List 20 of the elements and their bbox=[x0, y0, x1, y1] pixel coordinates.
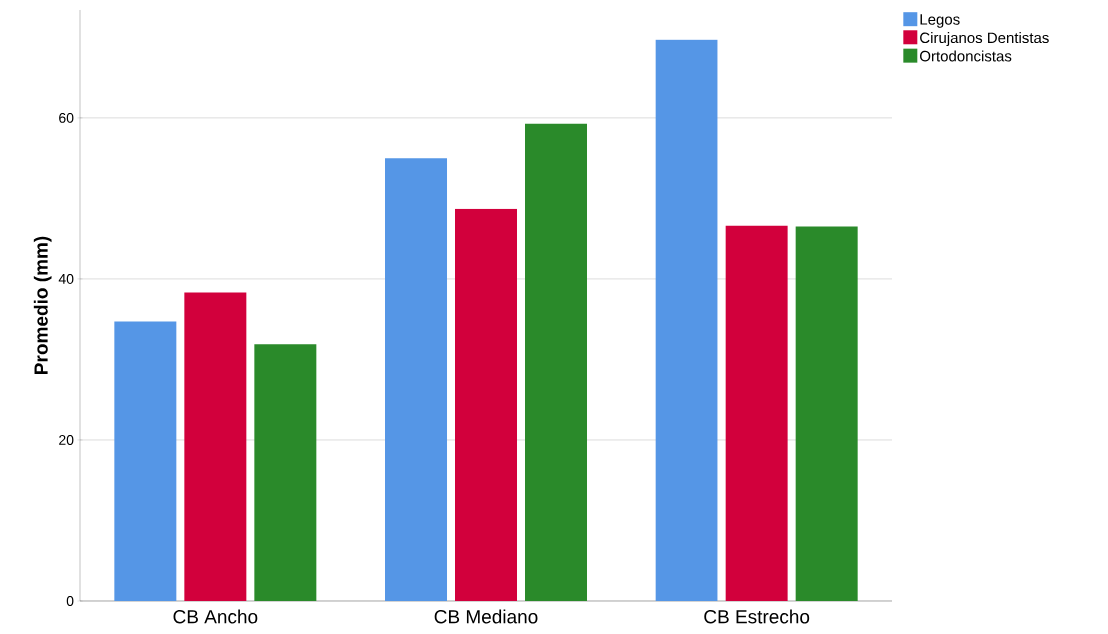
bar bbox=[525, 123, 588, 601]
y-tick-label: 60 bbox=[59, 112, 74, 123]
y-tick-label: 40 bbox=[58, 273, 74, 284]
legend-label: Ortodoncistas bbox=[920, 50, 1012, 62]
y-tick-label: 20 bbox=[59, 434, 74, 445]
legend-label: Cirujanos Dentistas bbox=[920, 32, 1049, 47]
x-tick-label: CB Mediano bbox=[434, 609, 538, 624]
x-tick-label: CB Ancho bbox=[173, 609, 258, 624]
bar bbox=[655, 39, 718, 601]
bar bbox=[184, 292, 247, 601]
bar bbox=[725, 225, 788, 601]
bar bbox=[254, 344, 317, 601]
bar bbox=[795, 226, 858, 601]
bar bbox=[385, 158, 448, 601]
bar bbox=[455, 208, 518, 601]
bar bbox=[114, 321, 177, 601]
legend-label: Legos bbox=[920, 14, 960, 28]
y-axis-title: Promedio (mm) bbox=[33, 236, 52, 374]
x-tick-label: CB Estrecho bbox=[704, 609, 810, 624]
y-tick-label: 0 bbox=[66, 596, 74, 606]
